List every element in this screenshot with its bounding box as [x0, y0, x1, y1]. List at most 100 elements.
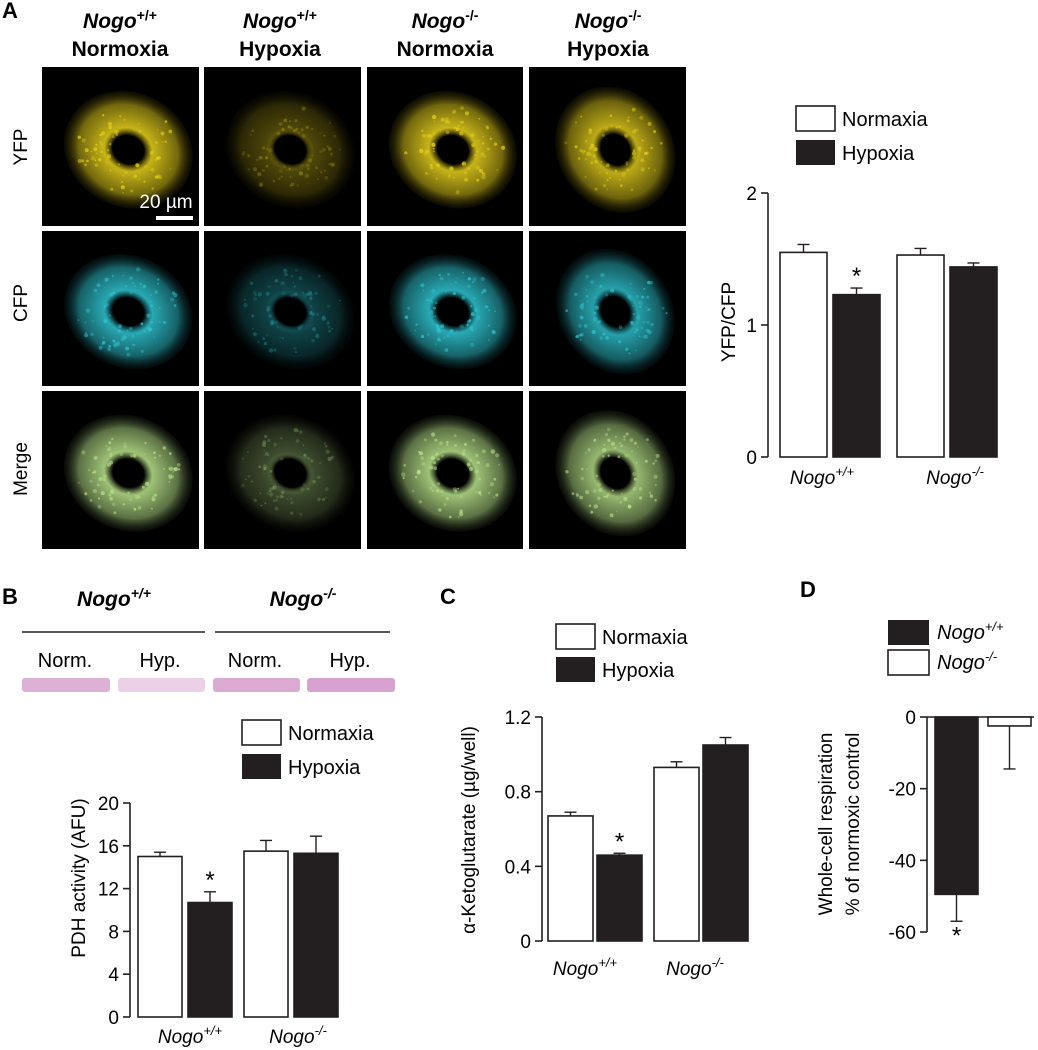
mitochondria-speck [452, 333, 456, 336]
mitochondria-speck [632, 155, 637, 160]
chart-a-ylabel: YFP/CFP [719, 282, 740, 362]
mitochondria-speck [594, 160, 598, 164]
mitochondria-speck [482, 288, 487, 293]
mitochondria-speck [476, 460, 480, 465]
col-header-3-genotype: Nogo-/- [412, 7, 479, 33]
mitochondria-speck [428, 134, 433, 138]
mitochondria-speck [443, 503, 447, 506]
mitochondria-speck [288, 167, 291, 171]
mitochondria-speck [453, 176, 455, 179]
panel-label-a: A [2, 0, 18, 23]
mitochondria-speck [635, 328, 639, 332]
mitochondria-speck [325, 487, 329, 491]
mitochondria-speck [263, 473, 265, 475]
mitochondria-speck [140, 349, 144, 353]
mitochondria-speck [123, 442, 126, 445]
mitochondria-speck [575, 335, 578, 339]
mitochondria-speck [594, 296, 597, 299]
mitochondria-speck [95, 152, 98, 155]
bar [702, 744, 749, 942]
mitochondria-speck [251, 129, 255, 133]
mitochondria-speck [577, 157, 581, 160]
mitochondria-speck [637, 129, 639, 131]
mitochondria-speck [153, 336, 156, 338]
blot-band [213, 678, 300, 692]
mitochondria-speck [150, 304, 153, 307]
mitochondria-speck [482, 135, 484, 138]
mitochondria-speck [607, 438, 611, 442]
mitochondria-speck [446, 444, 449, 446]
chart-a-xlabel-ko: Nogo-/- [926, 464, 984, 489]
mitochondria-speck [328, 162, 332, 166]
mitochondria-speck [431, 114, 437, 120]
mitochondria-speck [306, 163, 310, 168]
mitochondria-speck [150, 321, 153, 324]
chart-c-ylabel: α-Ketoglutarate (µg/well) [459, 726, 480, 934]
mitochondria-speck [457, 487, 459, 490]
mitochondria-speck [583, 150, 586, 153]
mitochondria-speck [262, 146, 266, 150]
mitochondria-speck [284, 272, 288, 277]
mitochondria-speck [118, 324, 122, 329]
mitochondria-speck [266, 308, 270, 312]
mitochondria-speck [602, 184, 607, 188]
legend-label-nogo-wt: Nogo+/+ [937, 619, 1004, 644]
mitochondria-speck [252, 167, 258, 172]
mitochondria-speck [98, 497, 100, 500]
mitochondria-speck [250, 281, 254, 285]
mitochondria-speck [243, 298, 247, 301]
mitochondria-speck [262, 440, 267, 445]
chart-d: 0 -20 -40 -60 * [889, 708, 1034, 949]
mitochondria-speck [471, 438, 476, 442]
row-label-merge: Merge [11, 442, 32, 496]
mitochondria-speck [274, 506, 279, 511]
row-label-yfp: YFP [11, 129, 32, 166]
mitochondria-speck [113, 342, 118, 346]
blot-band [118, 678, 205, 692]
mitochondria-speck [429, 310, 434, 315]
mitochondria-speck [407, 306, 410, 310]
mitochondria-speck [143, 329, 147, 333]
mitochondria-speck [481, 172, 486, 177]
mitochondria-speck [173, 293, 178, 298]
mitochondria-speck [626, 119, 630, 123]
mitochondria-speck [130, 189, 134, 193]
mitochondria-speck [654, 459, 658, 463]
mitochondria-speck [301, 134, 306, 138]
mitochondria-speck [433, 461, 436, 464]
mitochondria-speck [641, 295, 645, 299]
mitochondria-speck [600, 160, 603, 163]
mitochondria-speck [440, 324, 445, 329]
mitochondria-speck [275, 495, 280, 499]
chart-d-ylabel-line1: Whole-cell respiration [816, 733, 837, 916]
mitochondria-speck [618, 340, 622, 344]
mitochondria-speck [623, 438, 626, 441]
mitochondria-speck [452, 111, 455, 114]
mitochondria-speck [295, 127, 299, 131]
mitochondria-speck [299, 430, 303, 434]
mitochondria-speck [593, 438, 597, 441]
mitochondria-speck [478, 491, 482, 495]
mitochondria-speck [614, 169, 618, 173]
mitochondria-speck [289, 184, 292, 187]
mitochondria-speck [592, 317, 598, 322]
mitochondria-speck [630, 188, 634, 191]
mitochondria-speck [464, 443, 467, 446]
mitochondria-speck [434, 343, 438, 346]
mitochondria-speck [492, 330, 496, 335]
mitochondria-speck [486, 147, 490, 151]
mitochondria-speck [581, 302, 585, 306]
mitochondria-speck [581, 467, 584, 471]
mitochondria-speck [103, 319, 108, 324]
mitochondria-speck [606, 188, 609, 191]
legend-label-hypoxia: Hypoxia [602, 660, 675, 682]
mitochondria-speck [627, 295, 632, 299]
mitochondria-speck [627, 116, 630, 119]
mitochondria-speck [325, 445, 328, 448]
mitochondria-speck [84, 148, 89, 153]
mitochondria-speck [462, 272, 464, 274]
mitochondria-speck [110, 489, 115, 494]
y-tick-label: 0 [520, 932, 531, 953]
mitochondria-speck [581, 149, 585, 154]
mitochondria-speck [112, 339, 116, 343]
